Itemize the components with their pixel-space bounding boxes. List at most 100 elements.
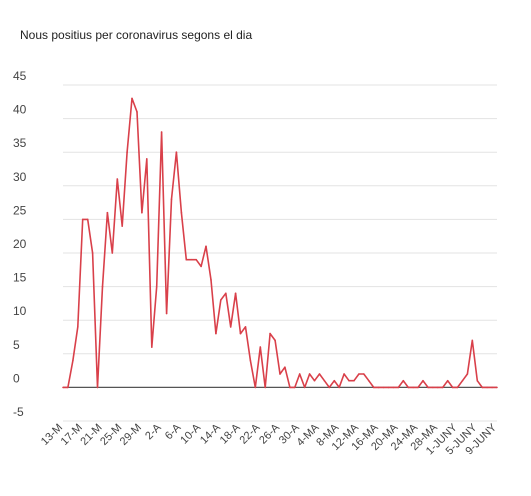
y-tick-label: 5 [13, 338, 20, 352]
data-point [141, 211, 143, 214]
data-point [432, 386, 434, 389]
data-point [136, 111, 138, 113]
data-point [131, 97, 133, 100]
x-tick-label: 17-M [59, 422, 85, 448]
data-point [210, 279, 212, 281]
data-point [284, 366, 286, 369]
data-point [81, 218, 84, 221]
data-point [155, 285, 158, 288]
data-point [269, 332, 271, 335]
x-tick-label: 18-A [218, 421, 243, 446]
data-point [333, 379, 336, 382]
data-point [289, 386, 291, 389]
data-point [229, 326, 232, 328]
data-point [417, 386, 419, 389]
data-point [126, 151, 128, 153]
data-point [323, 379, 326, 382]
y-tick-label: 20 [13, 237, 27, 251]
data-point [427, 386, 429, 389]
y-tick-label: 0 [13, 371, 20, 385]
y-tick-label: 10 [13, 304, 27, 318]
data-point [422, 379, 424, 382]
data-point [175, 151, 178, 153]
data-point [91, 252, 94, 254]
data-point [170, 198, 173, 200]
data-point [481, 386, 484, 389]
data-point [116, 178, 119, 180]
data-point [298, 373, 301, 375]
data-point [190, 258, 192, 261]
data-point [239, 332, 242, 335]
data-point [72, 359, 74, 362]
x-tick-label: 25-M [98, 422, 124, 448]
data-point [328, 386, 331, 389]
data-point [338, 386, 341, 389]
data-point [165, 312, 168, 315]
data-point [348, 379, 350, 382]
y-tick-label: -5 [13, 405, 24, 419]
data-point [466, 373, 469, 375]
data-point [249, 359, 252, 362]
data-point [363, 373, 365, 375]
data-point [471, 339, 474, 342]
data-point [456, 386, 459, 389]
data-point [303, 386, 306, 389]
data-point [86, 218, 89, 221]
data-point [96, 386, 99, 389]
data-point [491, 386, 493, 389]
data-point [77, 326, 79, 328]
y-tick-label: 25 [13, 203, 27, 217]
data-point [372, 386, 375, 389]
data-point [264, 386, 267, 389]
data-point [151, 346, 153, 348]
x-tick-label: 21-M [78, 422, 104, 448]
data-point [259, 346, 262, 348]
y-tick-label: 30 [13, 170, 27, 184]
data-point [387, 386, 390, 389]
data-point [106, 211, 109, 214]
data-point [437, 386, 439, 389]
data-point [294, 386, 296, 389]
data-point [225, 292, 227, 295]
data-point [377, 386, 380, 389]
data-point [407, 386, 410, 389]
x-tick-label: 10-A [178, 421, 203, 446]
data-point [220, 299, 222, 301]
data-point [412, 386, 415, 389]
data-point [215, 332, 217, 335]
chart-title: Nous positius per coronavirus segons el … [20, 28, 253, 42]
y-tick-label: 35 [13, 136, 27, 150]
data-point [274, 339, 276, 342]
data-point [205, 245, 207, 248]
y-tick-label: 15 [13, 271, 27, 285]
data-point [234, 292, 237, 295]
data-point [185, 258, 188, 261]
data-point [180, 211, 183, 214]
data-point [313, 379, 316, 382]
data-point [200, 265, 202, 268]
y-tick-label: 45 [13, 69, 27, 83]
data-point [446, 379, 449, 382]
x-tick-label: 13-M [39, 422, 65, 448]
data-point [121, 225, 123, 227]
data-point [101, 285, 104, 288]
data-point [146, 158, 148, 160]
data-point [343, 373, 345, 375]
x-tick-label: 26-A [257, 421, 282, 446]
data-point [496, 386, 498, 389]
data-point [308, 373, 311, 375]
data-point [67, 386, 69, 389]
data-point [486, 386, 488, 389]
x-tick-label: 14-A [198, 421, 223, 446]
data-point [476, 379, 479, 382]
series-line [63, 97, 497, 389]
data-point [402, 379, 405, 382]
data-point [244, 326, 247, 328]
x-tick-label: 2-A [143, 421, 164, 442]
data-point [397, 386, 400, 389]
data-point [353, 379, 355, 382]
y-tick-label: 40 [13, 103, 27, 117]
data-point [111, 252, 114, 254]
data-point [368, 379, 370, 382]
